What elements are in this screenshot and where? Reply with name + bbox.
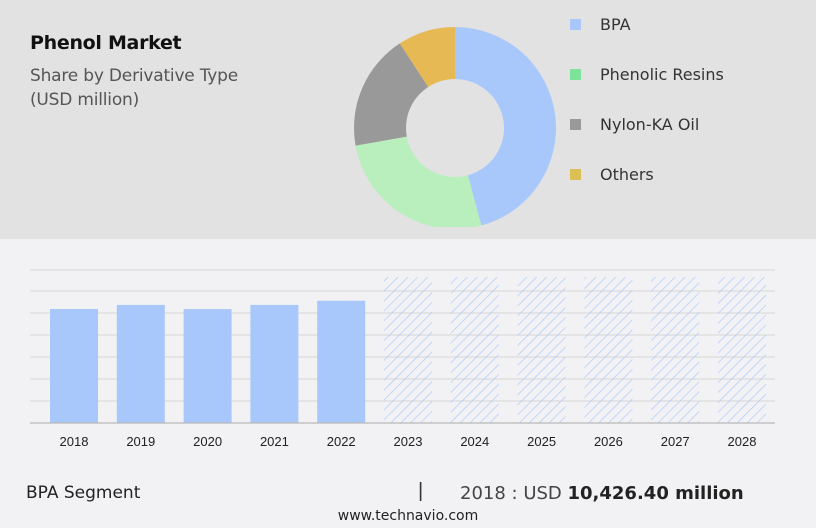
bar-2021 xyxy=(250,304,299,423)
value-amount: 10,426.40 million xyxy=(567,483,744,504)
x-label-2024: 2024 xyxy=(460,434,489,449)
legend-swatch-icon xyxy=(570,18,581,30)
x-label-2020: 2020 xyxy=(193,434,222,449)
x-label-2023: 2023 xyxy=(394,434,423,449)
legend-item-bpa: BPA xyxy=(570,12,790,36)
legend-swatch-icon xyxy=(570,168,581,180)
bar-2018 xyxy=(50,309,98,423)
chart-title: Phenol Market xyxy=(30,32,182,54)
legend-label: Phenolic Resins xyxy=(600,64,724,84)
x-axis-labels: 2018 2019 2020 2021 2022 2023 2024 2025 2026 2027… xyxy=(60,434,757,449)
donut-chart xyxy=(353,27,556,227)
forecast-bar-2025 xyxy=(517,277,566,423)
x-label-2021: 2021 xyxy=(260,434,289,449)
legend-label: Nylon-KA Oil xyxy=(600,114,700,134)
x-label-2025: 2025 xyxy=(527,434,556,449)
footer-separator: | xyxy=(418,480,424,502)
legend-swatch-icon xyxy=(570,68,581,80)
donut-slice-bpa xyxy=(455,27,556,226)
donut-slice-others xyxy=(399,27,455,87)
forecast-bar-2023 xyxy=(384,277,432,423)
x-label-2028: 2028 xyxy=(728,434,757,449)
legend-item-others: Others xyxy=(570,162,790,186)
x-label-2027: 2027 xyxy=(661,434,690,449)
x-label-2018: 2018 xyxy=(60,434,89,449)
subtitle-line-1: Share by Derivative Type xyxy=(30,66,239,86)
bars xyxy=(50,277,766,423)
x-label-2026: 2026 xyxy=(594,434,623,449)
x-label-2019: 2019 xyxy=(126,434,155,449)
x-label-2022: 2022 xyxy=(327,434,356,449)
bar-2020 xyxy=(183,309,232,423)
subtitle-line-2: (USD million) xyxy=(30,90,140,110)
donut-slice-nylon-ka-oil xyxy=(353,43,429,146)
legend-item-nylon-ka-oil: Nylon-KA Oil xyxy=(570,112,790,136)
source-url: www.technavio.com xyxy=(337,508,479,524)
forecast-bar-2024 xyxy=(450,277,499,423)
bar-chart: 2018 2019 2020 2021 2022 2023 2024 2025 2026 2027… xyxy=(30,269,775,449)
legend-swatch-icon xyxy=(570,118,581,130)
forecast-bar-2027 xyxy=(651,277,700,423)
bar-2019 xyxy=(116,304,165,423)
legend-label: BPA xyxy=(600,14,631,34)
value-prefix: 2018 : USD xyxy=(460,483,568,504)
donut-slice-phenolic-resins xyxy=(355,136,482,227)
segment-label: BPA Segment xyxy=(26,483,141,503)
forecast-bar-2028 xyxy=(718,277,766,423)
bar-2022 xyxy=(317,300,366,423)
forecast-bar-2026 xyxy=(584,277,633,423)
segment-value: 2018 : USD 10,426.40 million xyxy=(460,483,744,504)
legend-label: Others xyxy=(600,164,654,184)
chart-subtitle: Share by Derivative Type (USD million) xyxy=(30,64,238,112)
legend-item-phenolic-resins: Phenolic Resins xyxy=(570,62,790,86)
